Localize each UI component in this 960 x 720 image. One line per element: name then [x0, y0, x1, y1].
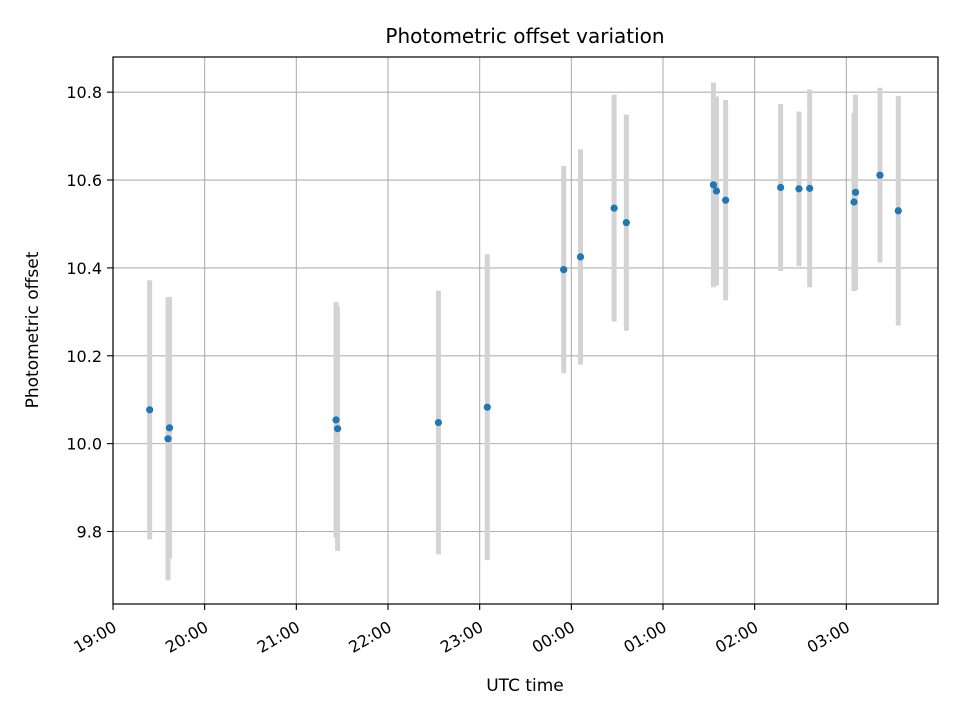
data-point: [806, 184, 814, 192]
data-point: [876, 171, 884, 179]
data-point: [722, 196, 730, 204]
y-tick-label: 10.0: [66, 435, 102, 454]
data-point: [165, 424, 174, 432]
data-point: [777, 183, 785, 192]
x-axis-title: UTC time: [486, 676, 564, 696]
plot-area-frame: [112, 56, 939, 605]
y-tick-label: 9.8: [77, 523, 102, 542]
y-tick-label: 10.2: [66, 347, 102, 366]
data-point: [333, 425, 342, 433]
chart-title: Photometric offset variation: [385, 24, 664, 48]
y-tick-label: 10.8: [66, 83, 102, 102]
data-point: [851, 188, 860, 196]
data-point: [164, 435, 172, 443]
y-axis-ticks: 9.8 10.0 10.2 10.4 10.6 10.8: [66, 83, 113, 542]
data-point: [434, 418, 443, 427]
y-tick-label: 10.4: [66, 259, 102, 278]
data-point: [560, 266, 568, 274]
data-point: [610, 204, 618, 212]
data-point: [483, 403, 491, 411]
data-point: [850, 198, 858, 206]
y-axis-title: Photometric offset: [23, 251, 43, 408]
data-points: [146, 171, 902, 443]
data-point: [622, 219, 630, 227]
data-point: [146, 406, 154, 414]
data-point: [332, 416, 340, 424]
data-point: [894, 207, 902, 215]
data-point: [712, 187, 721, 195]
y-tick-label: 10.6: [66, 171, 102, 190]
data-point: [795, 185, 803, 193]
data-point: [576, 253, 585, 261]
grid: [112, 57, 938, 604]
data-point: [709, 181, 718, 189]
